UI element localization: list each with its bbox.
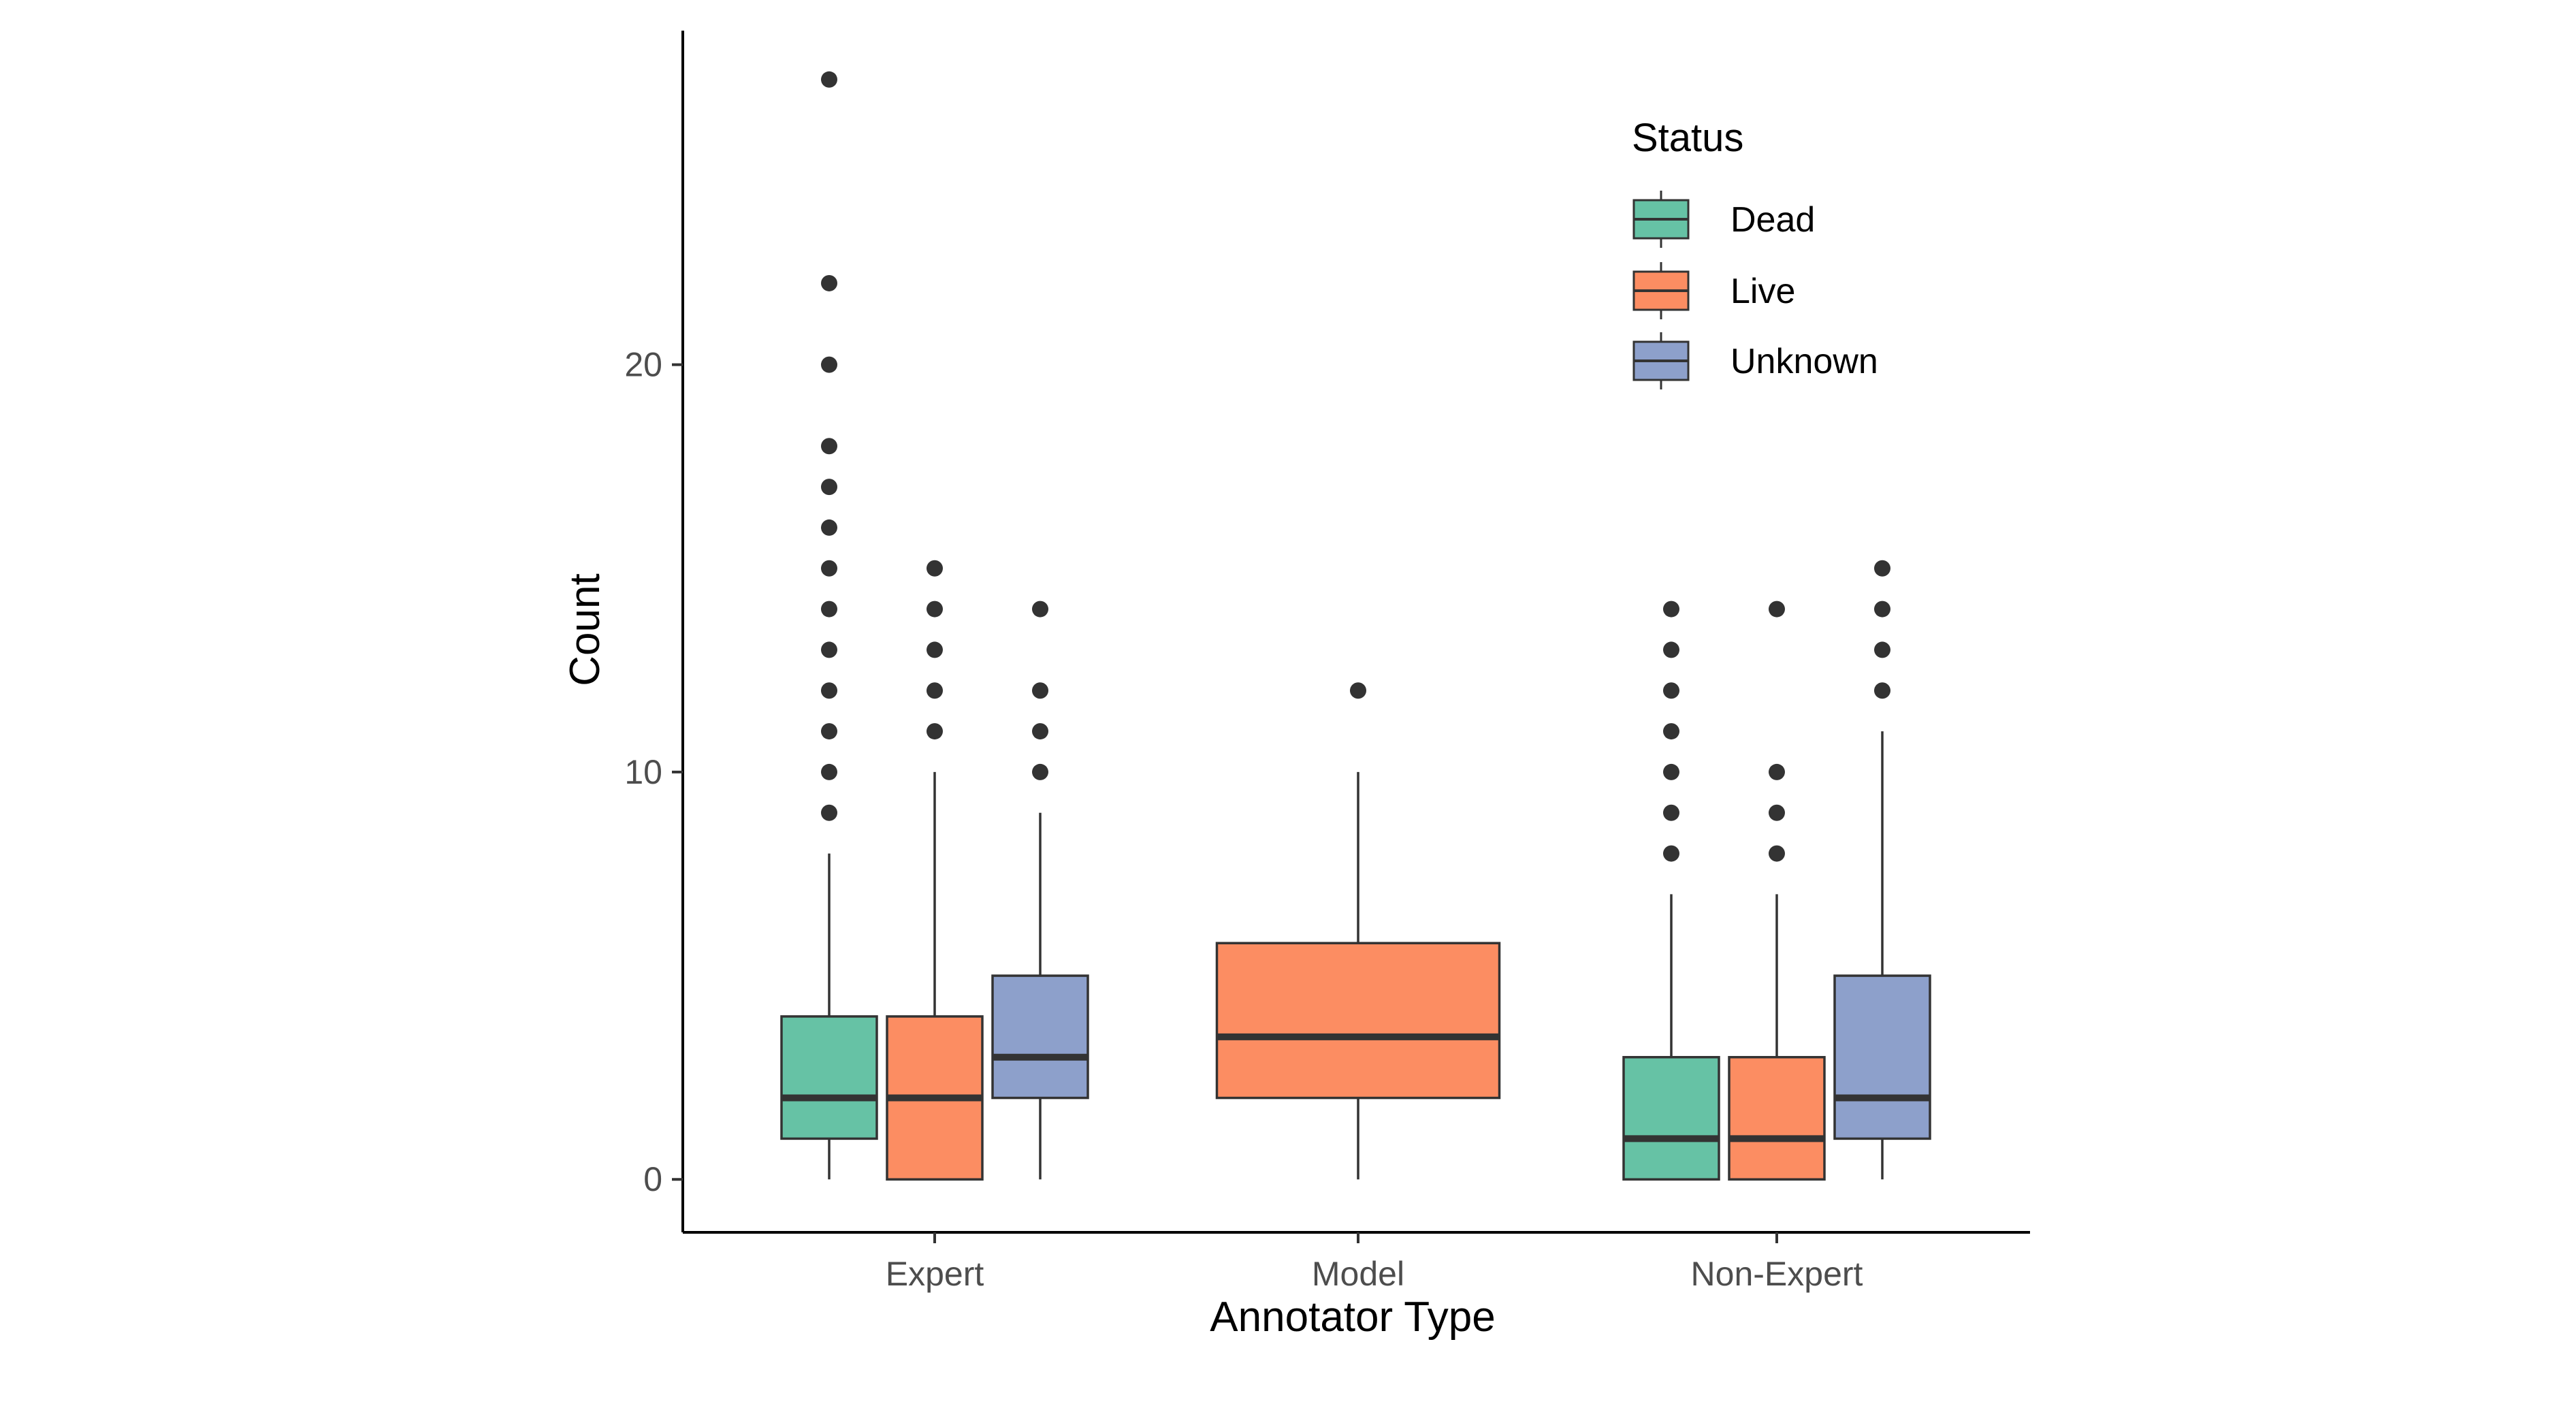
- outlier-point: [821, 641, 837, 658]
- outlier-point: [1874, 560, 1890, 577]
- legend: Status Dead Live Unknown: [1632, 116, 1878, 389]
- box-expert-live: [886, 560, 984, 1181]
- y-tick-label: 20: [624, 346, 662, 384]
- outlier-point: [1769, 763, 1785, 780]
- outlier-point: [1663, 682, 1679, 699]
- outlier-point: [1350, 682, 1366, 699]
- legend-label: Unknown: [1730, 342, 1878, 381]
- y-tick-label: 10: [624, 753, 662, 791]
- outlier-point: [927, 601, 943, 618]
- box-model-live: [1215, 682, 1501, 1180]
- x-axis-title: Annotator Type: [1210, 1294, 1495, 1341]
- y-axis-title: Count: [562, 573, 609, 686]
- x-tick-label: Expert: [886, 1255, 984, 1293]
- outlier-point: [1874, 682, 1890, 699]
- legend-item-dead: Dead: [1632, 191, 1815, 248]
- outlier-point: [1032, 723, 1048, 740]
- legend-item-unknown: Unknown: [1632, 332, 1878, 389]
- plot-area: [780, 71, 1931, 1181]
- outlier-point: [821, 519, 837, 536]
- outlier-point: [821, 479, 837, 496]
- box-body: [1728, 1055, 1826, 1181]
- outlier-point: [1663, 763, 1679, 780]
- outlier-point: [1874, 641, 1890, 658]
- outlier-point: [1663, 641, 1679, 658]
- outlier-point: [1663, 845, 1679, 862]
- legend-label: Dead: [1730, 200, 1815, 240]
- outlier-point: [927, 723, 943, 740]
- legend-item-live: Live: [1632, 262, 1795, 319]
- box-non-expert-dead: [1622, 601, 1720, 1181]
- outlier-point: [1769, 845, 1785, 862]
- outlier-point: [927, 682, 943, 699]
- outlier-point: [821, 682, 837, 699]
- outlier-point: [927, 641, 943, 658]
- box-non-expert-live: [1728, 601, 1826, 1181]
- outlier-point: [821, 71, 837, 88]
- box-expert-unknown: [991, 601, 1089, 1180]
- legend-title: Status: [1632, 116, 1743, 160]
- box-non-expert-unknown: [1833, 560, 1931, 1180]
- outlier-point: [821, 438, 837, 455]
- box-body: [1215, 942, 1501, 1100]
- box-body: [1622, 1055, 1720, 1181]
- outlier-point: [821, 356, 837, 373]
- outlier-point: [1769, 804, 1785, 821]
- x-tick-label: Non-Expert: [1691, 1255, 1863, 1293]
- outlier-point: [1663, 804, 1679, 821]
- outlier-point: [1663, 601, 1679, 618]
- outlier-point: [821, 274, 837, 291]
- box-expert-dead: [780, 71, 878, 1180]
- outlier-point: [1769, 601, 1785, 618]
- outlier-point: [1874, 601, 1890, 618]
- box-body: [780, 1015, 878, 1140]
- outlier-point: [1663, 723, 1679, 740]
- outlier-point: [821, 601, 837, 618]
- y-tick-label: 0: [643, 1160, 662, 1198]
- outlier-point: [927, 560, 943, 577]
- outlier-point: [1032, 763, 1048, 780]
- legend-label: Live: [1730, 272, 1795, 311]
- outlier-point: [1032, 601, 1048, 618]
- box-body: [991, 974, 1089, 1100]
- x-axis: Expert Model Non-Expert: [683, 1231, 2030, 1293]
- outlier-point: [821, 560, 837, 577]
- outlier-point: [821, 723, 837, 740]
- y-axis: 0 10 20: [624, 31, 684, 1232]
- outlier-point: [1032, 682, 1048, 699]
- x-tick-label: Model: [1312, 1255, 1404, 1293]
- outlier-point: [821, 804, 837, 821]
- box-body: [1833, 974, 1931, 1140]
- outlier-point: [821, 763, 837, 780]
